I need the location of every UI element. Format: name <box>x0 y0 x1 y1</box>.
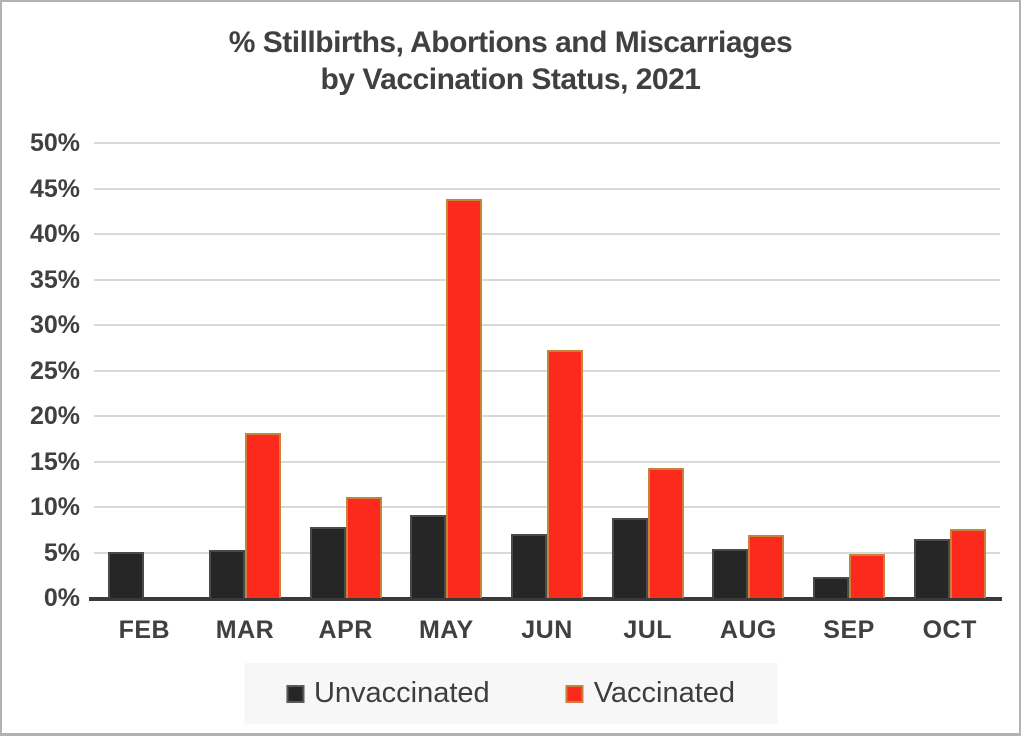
y-tick-label: 15% <box>29 447 80 476</box>
bar-unvaccinated-sep <box>812 577 849 598</box>
y-tick-label: 20% <box>29 402 80 430</box>
bar-group-sep <box>799 143 900 598</box>
bar-vaccinated-may <box>446 199 483 598</box>
gridline-35pct <box>94 278 1000 281</box>
bar-group-apr <box>295 143 396 598</box>
x-label-jun: JUN <box>521 616 573 644</box>
y-tick-label: 50% <box>29 129 80 157</box>
plot-area <box>89 142 1002 601</box>
gridline-45pct <box>94 187 1000 190</box>
gridline-40pct <box>94 233 1000 235</box>
y-tick-label: 45% <box>29 174 80 203</box>
bar-vaccinated-oct <box>949 528 986 598</box>
y-axis-tick-labels: 0% 5% 10% 15% 20% 25% 30% 35% 40% 45% 50% <box>2 129 80 612</box>
x-label-may: MAY <box>418 616 474 644</box>
x-label-sep: SEP <box>823 616 875 644</box>
y-tick-label: 30% <box>29 311 80 339</box>
chart-title: % Stillbirths, Abortions and Miscarriage… <box>2 24 1019 98</box>
bar-group-jun <box>497 143 598 598</box>
bar-group-oct <box>899 143 1000 598</box>
x-label-jul: JUL <box>623 616 673 644</box>
gridline-50pct <box>94 142 1000 144</box>
legend-label-unvaccinated: Unvaccinated <box>313 677 490 709</box>
bar-unvaccinated-jul <box>611 517 648 598</box>
bar-unvaccinated-oct <box>913 538 950 598</box>
y-tick-label: 25% <box>29 356 80 385</box>
bar-group-feb <box>94 143 195 598</box>
legend-label-vaccinated: Vaccinated <box>593 677 736 709</box>
bar-unvaccinated-apr <box>309 527 346 598</box>
bar-vaccinated-jun <box>546 349 583 598</box>
x-label-apr: APR <box>318 616 373 644</box>
y-tick-label: 40% <box>29 220 80 248</box>
x-label-oct: OCT <box>922 616 977 644</box>
bar-group-mar <box>195 143 296 598</box>
bar-unvaccinated-mar <box>208 549 245 598</box>
x-axis-category-labels: FEB MAR APR MAY JUN JUL AUG SEP OCT <box>94 615 1000 645</box>
bar-vaccinated-sep <box>848 554 885 598</box>
bar-group-may <box>396 143 497 598</box>
y-tick-label: 10% <box>29 493 80 521</box>
bar-vaccinated-apr <box>345 497 382 598</box>
bar-group-aug <box>698 143 799 598</box>
legend-swatch-unvaccinated <box>285 684 304 703</box>
y-tick-label: 5% <box>43 538 80 567</box>
legend-item-unvaccinated: Unvaccinated <box>285 677 490 710</box>
legend-swatch-vaccinated <box>565 684 584 703</box>
y-tick-label: 35% <box>29 265 80 294</box>
y-tick-label: 0% <box>43 584 80 612</box>
x-axis-line <box>89 597 1002 601</box>
bar-vaccinated-jul <box>647 467 684 598</box>
chart-title-line2: by Vaccination Status, 2021 <box>320 63 701 96</box>
bar-unvaccinated-jun <box>510 534 547 598</box>
x-label-mar: MAR <box>215 616 275 644</box>
bar-vaccinated-mar <box>244 433 281 598</box>
chart-title-line1: % Stillbirths, Abortions and Miscarriage… <box>228 26 793 59</box>
bar-unvaccinated-may <box>410 515 447 598</box>
legend: Unvaccinated Vaccinated <box>243 663 778 724</box>
x-label-aug: AUG <box>719 616 777 644</box>
bar-unvaccinated-feb <box>108 551 145 598</box>
bar-unvaccinated-aug <box>712 548 749 598</box>
gridline-30pct <box>94 324 1000 326</box>
bar-group-jul <box>597 143 698 598</box>
bar-vaccinated-aug <box>748 535 785 598</box>
legend-item-vaccinated: Vaccinated <box>565 677 736 710</box>
x-label-feb: FEB <box>118 616 171 644</box>
